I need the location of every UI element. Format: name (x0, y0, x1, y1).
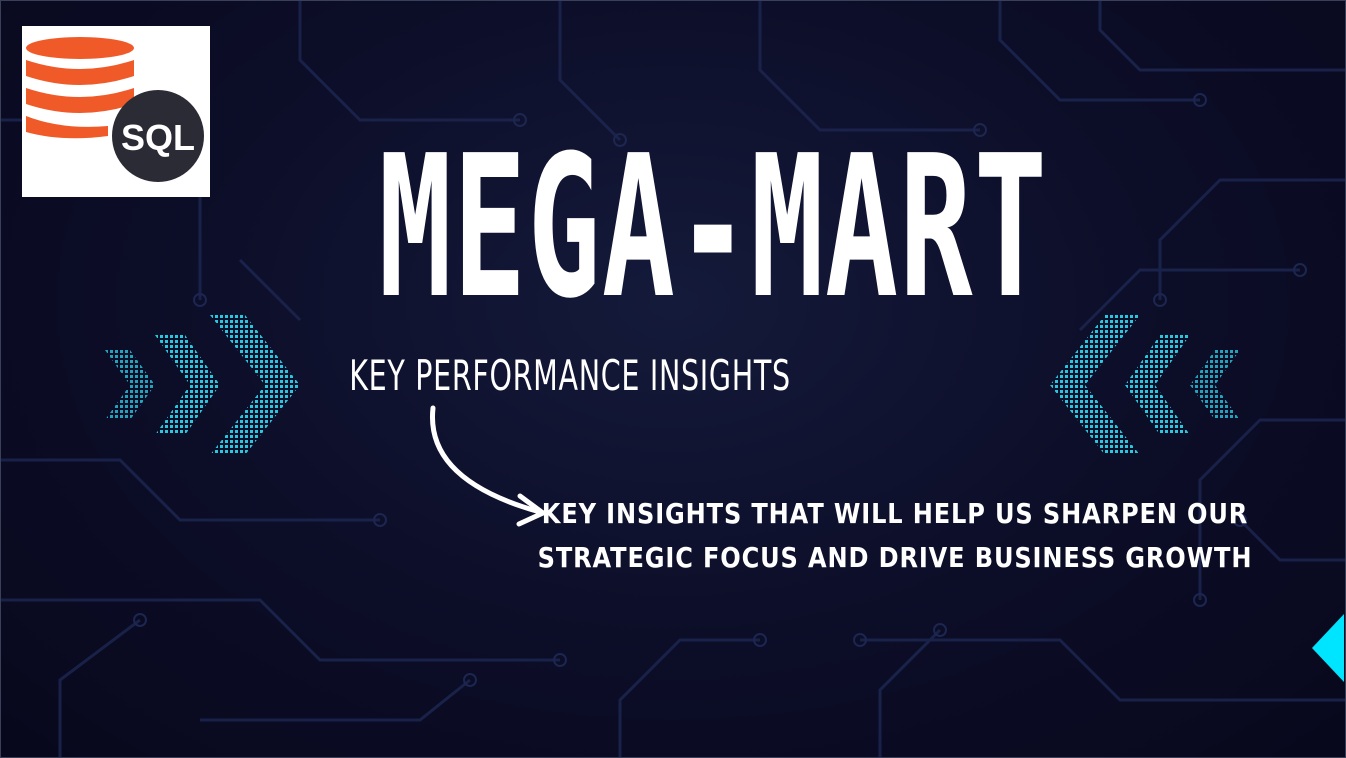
page-title: MEGA-MART (378, 114, 1049, 342)
database-icon: SQL (26, 37, 204, 182)
logo-text: SQL (121, 117, 195, 158)
insight-text: KEY INSIGHTS THAT WILL HELP US SHARPEN O… (530, 492, 1261, 580)
sql-logo: SQL (22, 26, 210, 197)
subtitle: KEY PERFORMANCE INSIGHTS (349, 351, 791, 400)
next-slide-button[interactable] (1312, 614, 1344, 682)
curved-arrow-icon (429, 405, 546, 527)
insight-line-1: KEY INSIGHTS THAT WILL HELP US SHARPEN O… (541, 497, 1249, 530)
chevron-decoration-right-icon (1050, 315, 1240, 455)
insight-line-2: STRATEGIC FOCUS AND DRIVE BUSINESS GROWT… (537, 541, 1253, 574)
chevron-decoration-left-icon (105, 315, 300, 455)
